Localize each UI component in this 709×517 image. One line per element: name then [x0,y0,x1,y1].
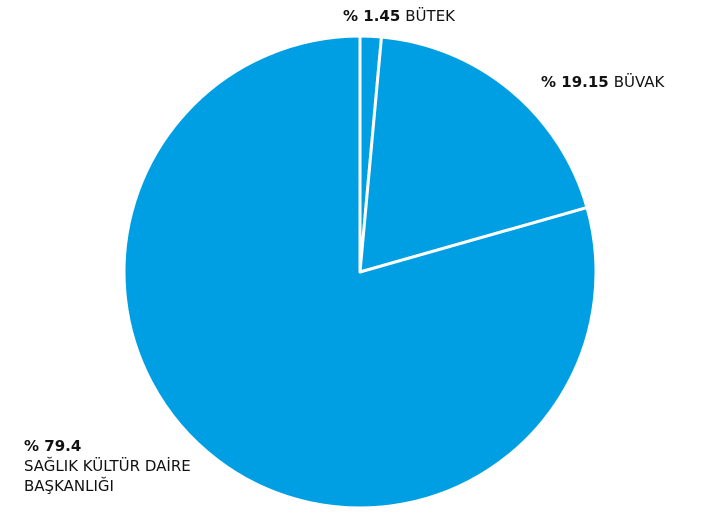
pie-slice [122,34,598,510]
slice-label: % 1.45 BÜTEK [343,6,455,26]
category-label: BÜVAK [613,73,665,91]
slice-label: % 79.4 SAĞLIK KÜLTÜR DAİRE BAŞKANLIĞI [24,436,194,496]
value-label: % 1.45 [343,7,401,25]
value-label: % 79.4 [24,437,82,455]
category-label: SAĞLIK KÜLTÜR DAİRE BAŞKANLIĞI [24,457,191,495]
category-label: BÜTEK [405,7,456,25]
pie-slice [358,35,589,274]
value-label: % 19.15 [541,73,609,91]
slice-label: % 19.15 BÜVAK [541,72,664,92]
